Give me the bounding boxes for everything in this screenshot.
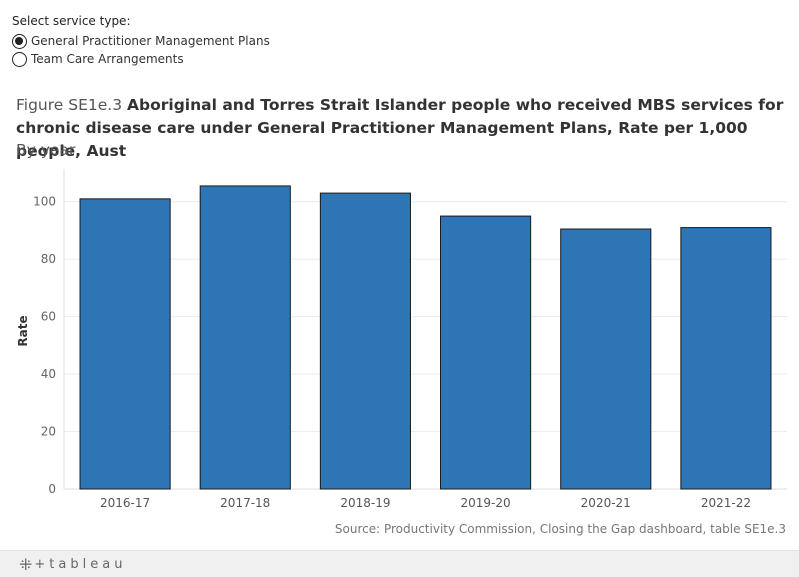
- x-tick-label: 2017-18: [220, 496, 270, 510]
- x-tick-label: 2019-20: [461, 496, 511, 510]
- radio-label: Team Care Arrangements: [31, 52, 184, 66]
- x-tick-label: 2021-22: [701, 496, 751, 510]
- x-tick-label: 2020-21: [581, 496, 631, 510]
- tableau-footer: ⁜ +tableau: [0, 550, 799, 577]
- radio-option-team-care-arrangements[interactable]: Team Care Arrangements: [12, 50, 270, 68]
- source-note: Source: Productivity Commission, Closing…: [334, 522, 786, 536]
- service-type-filter: Select service type: General Practitione…: [12, 14, 270, 68]
- filter-title: Select service type:: [12, 14, 131, 28]
- x-tick-label: 2018-19: [340, 496, 390, 510]
- bar: [560, 228, 652, 490]
- bar: [680, 227, 772, 490]
- radio-label: General Practitioner Management Plans: [31, 34, 270, 48]
- tableau-wordmark: +tableau: [34, 557, 127, 572]
- bar-chart: 0 20 40 60 80 100 Rate 2016-17 2017-18 2018-19 201…: [16, 169, 787, 510]
- x-tick-label: 2016-17: [100, 496, 150, 510]
- figure-title: Aboriginal and Torres Strait Islander pe…: [16, 96, 784, 160]
- y-tick-label: 40: [41, 367, 56, 381]
- tableau-logo-icon: ⁜: [19, 555, 33, 574]
- radio-option-gp-management-plans[interactable]: General Practitioner Management Plans: [12, 32, 270, 50]
- bar: [79, 198, 171, 490]
- chart-subtitle: By year: [16, 141, 76, 159]
- y-tick-label: 100: [33, 195, 56, 209]
- chart-title: Figure SE1e.3 Aboriginal and Torres Stra…: [16, 94, 786, 163]
- y-tick-label: 60: [41, 310, 56, 324]
- figure-number: Figure SE1e.3: [16, 96, 123, 114]
- bar: [319, 192, 411, 490]
- radio-checked-icon[interactable]: [12, 33, 27, 49]
- y-tick-label: 80: [41, 252, 56, 266]
- tableau-logo[interactable]: ⁜ +tableau: [19, 555, 126, 574]
- bar: [199, 185, 291, 490]
- radio-unchecked-icon[interactable]: [12, 51, 27, 67]
- y-tick-label: 20: [41, 425, 56, 439]
- y-axis-title: Rate: [16, 315, 30, 346]
- y-tick-label: 0: [48, 482, 56, 496]
- bar: [440, 215, 532, 490]
